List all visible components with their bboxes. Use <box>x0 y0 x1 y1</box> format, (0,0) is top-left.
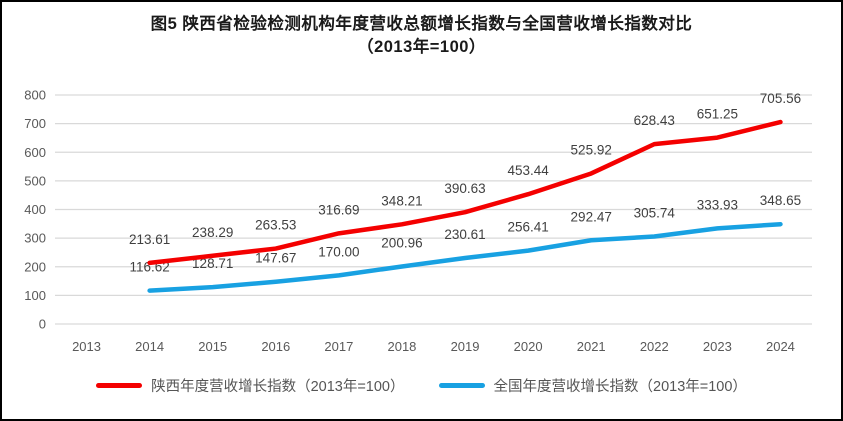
svg-text:453.44: 453.44 <box>507 163 549 178</box>
svg-text:2016: 2016 <box>261 339 290 354</box>
chart-title-line2: （2013年=100） <box>357 38 486 56</box>
svg-text:2013: 2013 <box>72 339 101 354</box>
svg-text:213.61: 213.61 <box>129 232 170 247</box>
svg-text:390.63: 390.63 <box>444 181 485 196</box>
svg-text:316.69: 316.69 <box>318 202 359 217</box>
chart-legend: 陕西年度营收增长指数（2013年=100） 全国年度营收增长指数（2013年=1… <box>2 375 841 396</box>
svg-text:128.71: 128.71 <box>192 256 233 271</box>
svg-text:230.61: 230.61 <box>444 227 485 242</box>
svg-text:147.67: 147.67 <box>255 251 296 266</box>
svg-text:256.41: 256.41 <box>507 220 548 235</box>
svg-text:333.93: 333.93 <box>697 197 738 212</box>
legend-line-swatch-blue <box>438 383 485 388</box>
legend-label-national: 全国年度营收增长指数（2013年=100） <box>493 379 747 395</box>
svg-text:628.43: 628.43 <box>634 113 675 128</box>
legend-item-shaanxi: 陕西年度营收增长指数（2013年=100） <box>96 375 405 396</box>
svg-text:292.47: 292.47 <box>571 209 612 224</box>
svg-text:2024: 2024 <box>766 339 795 354</box>
svg-text:348.21: 348.21 <box>381 193 422 208</box>
svg-text:800: 800 <box>24 88 46 103</box>
svg-text:500: 500 <box>24 173 46 188</box>
svg-text:263.53: 263.53 <box>255 218 296 233</box>
svg-text:238.29: 238.29 <box>192 225 233 240</box>
svg-text:2019: 2019 <box>451 339 480 354</box>
svg-text:525.92: 525.92 <box>571 142 612 157</box>
svg-text:200: 200 <box>24 259 46 274</box>
svg-text:2018: 2018 <box>387 339 416 354</box>
svg-text:300: 300 <box>24 231 46 246</box>
svg-text:2020: 2020 <box>514 339 543 354</box>
legend-label-shaanxi: 陕西年度营收增长指数（2013年=100） <box>151 379 405 395</box>
svg-text:700: 700 <box>24 116 46 131</box>
svg-text:705.56: 705.56 <box>760 91 801 106</box>
svg-text:200.96: 200.96 <box>381 235 422 250</box>
svg-text:2022: 2022 <box>640 339 669 354</box>
svg-text:2021: 2021 <box>577 339 606 354</box>
svg-text:2014: 2014 <box>135 339 164 354</box>
svg-text:100: 100 <box>24 288 46 303</box>
svg-text:400: 400 <box>24 202 46 217</box>
legend-item-national: 全国年度营收增长指数（2013年=100） <box>438 375 747 396</box>
chart-title: 图5 陕西省检验检测机构年度营收总额增长指数与全国营收增长指数对比 （2013年… <box>2 13 841 59</box>
svg-text:170.00: 170.00 <box>318 244 359 259</box>
svg-text:0: 0 <box>39 317 46 332</box>
svg-text:2015: 2015 <box>198 339 227 354</box>
svg-text:600: 600 <box>24 145 46 160</box>
svg-text:651.25: 651.25 <box>697 107 738 122</box>
svg-text:348.65: 348.65 <box>760 193 801 208</box>
chart-title-line1: 图5 陕西省检验检测机构年度营收总额增长指数与全国营收增长指数对比 <box>150 15 693 33</box>
svg-text:2017: 2017 <box>324 339 353 354</box>
legend-line-swatch-red <box>96 383 143 388</box>
svg-text:2023: 2023 <box>703 339 732 354</box>
svg-text:305.74: 305.74 <box>634 205 676 220</box>
